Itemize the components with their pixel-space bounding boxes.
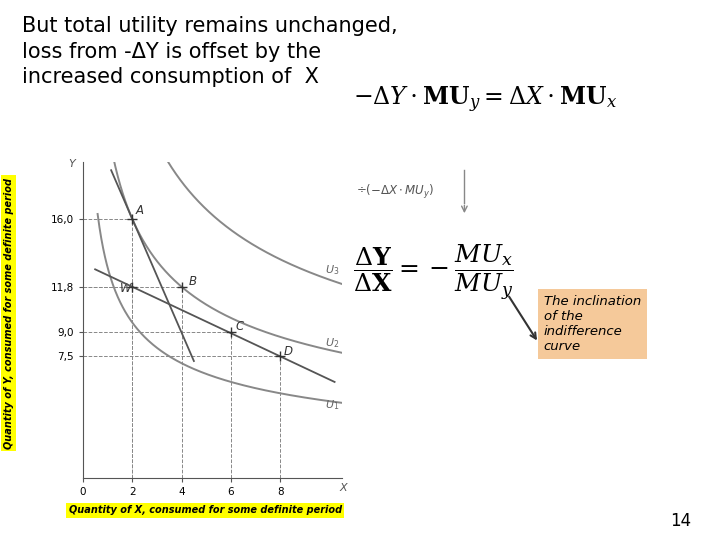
Text: D: D (284, 345, 293, 358)
Text: But total utility remains unchanged,
loss from -ΔY is offset by the
increased co: But total utility remains unchanged, los… (22, 16, 397, 87)
Text: $U_2$: $U_2$ (325, 336, 339, 349)
Text: $\dfrac{\Delta \mathbf{Y}}{\Delta \mathbf{X}} = -\dfrac{\mathit{MU}_x}{\mathit{M: $\dfrac{\Delta \mathbf{Y}}{\Delta \mathb… (353, 242, 513, 303)
Text: W: W (120, 281, 132, 295)
Text: $-\Delta Y \cdot \mathbf{MU}_y = \Delta X \cdot \mathbf{MU}_x$: $-\Delta Y \cdot \mathbf{MU}_y = \Delta … (353, 85, 617, 115)
Text: B: B (189, 275, 197, 288)
Text: Quantity of Y, consumed for some definite period: Quantity of Y, consumed for some definit… (4, 178, 14, 449)
Text: X: X (340, 483, 347, 493)
Text: $\div(-\Delta X \cdot MU_y)$: $\div(-\Delta X \cdot MU_y)$ (356, 183, 435, 201)
Text: 14: 14 (670, 512, 691, 530)
Text: The inclination
of the
indifference
curve: The inclination of the indifference curv… (544, 295, 641, 353)
Text: $U_1$: $U_1$ (325, 399, 339, 413)
Text: $U_3$: $U_3$ (325, 263, 339, 277)
Text: A: A (136, 204, 144, 217)
Text: C: C (236, 320, 244, 334)
Text: Y: Y (68, 159, 75, 169)
Text: Quantity of X, consumed for some definite period: Quantity of X, consumed for some definit… (68, 505, 342, 515)
